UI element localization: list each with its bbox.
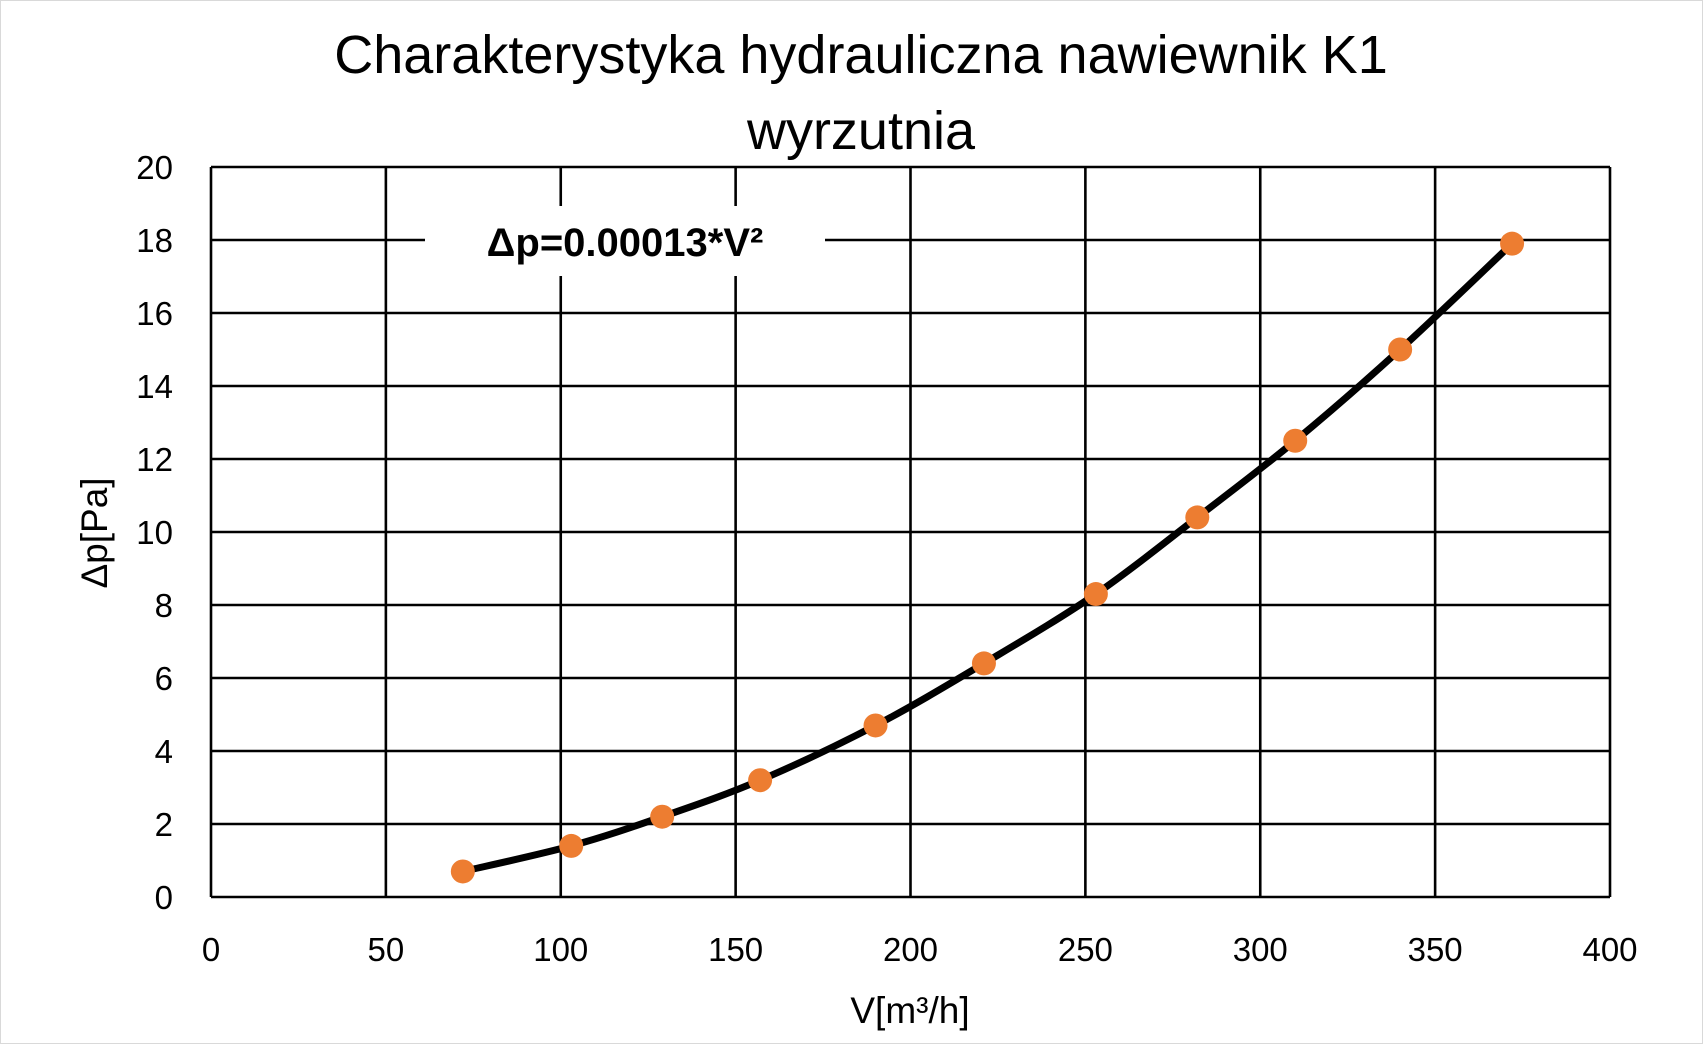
x-tick-label: 200	[883, 931, 938, 968]
x-tick-label: 150	[708, 931, 763, 968]
data-point	[971, 651, 996, 676]
y-tick-label: 8	[155, 587, 173, 624]
grid-layer	[209, 165, 1612, 899]
equation-text: Δp=0.00013*V²	[487, 221, 764, 265]
data-point	[1083, 582, 1108, 607]
y-tick-label: 16	[136, 295, 173, 332]
x-tick-label: 100	[533, 931, 588, 968]
data-point	[450, 859, 475, 884]
data-point	[1500, 231, 1525, 256]
y-tick-label: 0	[155, 879, 173, 916]
equation-annotation: Δp=0.00013*V²	[425, 206, 825, 276]
series-layer	[450, 231, 1525, 884]
data-point	[1388, 337, 1413, 362]
x-tick-label: 0	[202, 931, 220, 968]
y-tick-label: 20	[136, 149, 173, 186]
data-point	[1283, 428, 1308, 453]
data-point	[748, 768, 773, 793]
y-tick-label: 4	[155, 733, 173, 770]
data-point	[863, 713, 888, 738]
data-point	[559, 833, 584, 858]
chart-title-line-1: Charakterystyka hydrauliczna nawiewnik K…	[334, 25, 1387, 85]
data-point	[650, 804, 675, 829]
chart-title-line-2: wyrzutnia	[746, 101, 976, 161]
x-tick-label: 350	[1408, 931, 1463, 968]
y-tick-label: 14	[136, 368, 173, 405]
y-tick-label: 12	[136, 441, 173, 478]
y-axis-label: Δp[Pa]	[74, 477, 115, 588]
x-tick-label: 50	[368, 931, 405, 968]
series-line	[459, 240, 1516, 875]
data-point	[1185, 505, 1210, 530]
y-tick-label: 6	[155, 660, 173, 697]
equation-background	[425, 206, 825, 276]
y-tick-label: 10	[136, 514, 173, 551]
x-axis-label: V[m³/h]	[850, 990, 969, 1031]
x-tick-label: 400	[1582, 931, 1637, 968]
y-tick-label: 18	[136, 222, 173, 259]
x-tick-label: 300	[1233, 931, 1288, 968]
x-tick-label: 250	[1058, 931, 1113, 968]
y-tick-label: 2	[155, 806, 173, 843]
